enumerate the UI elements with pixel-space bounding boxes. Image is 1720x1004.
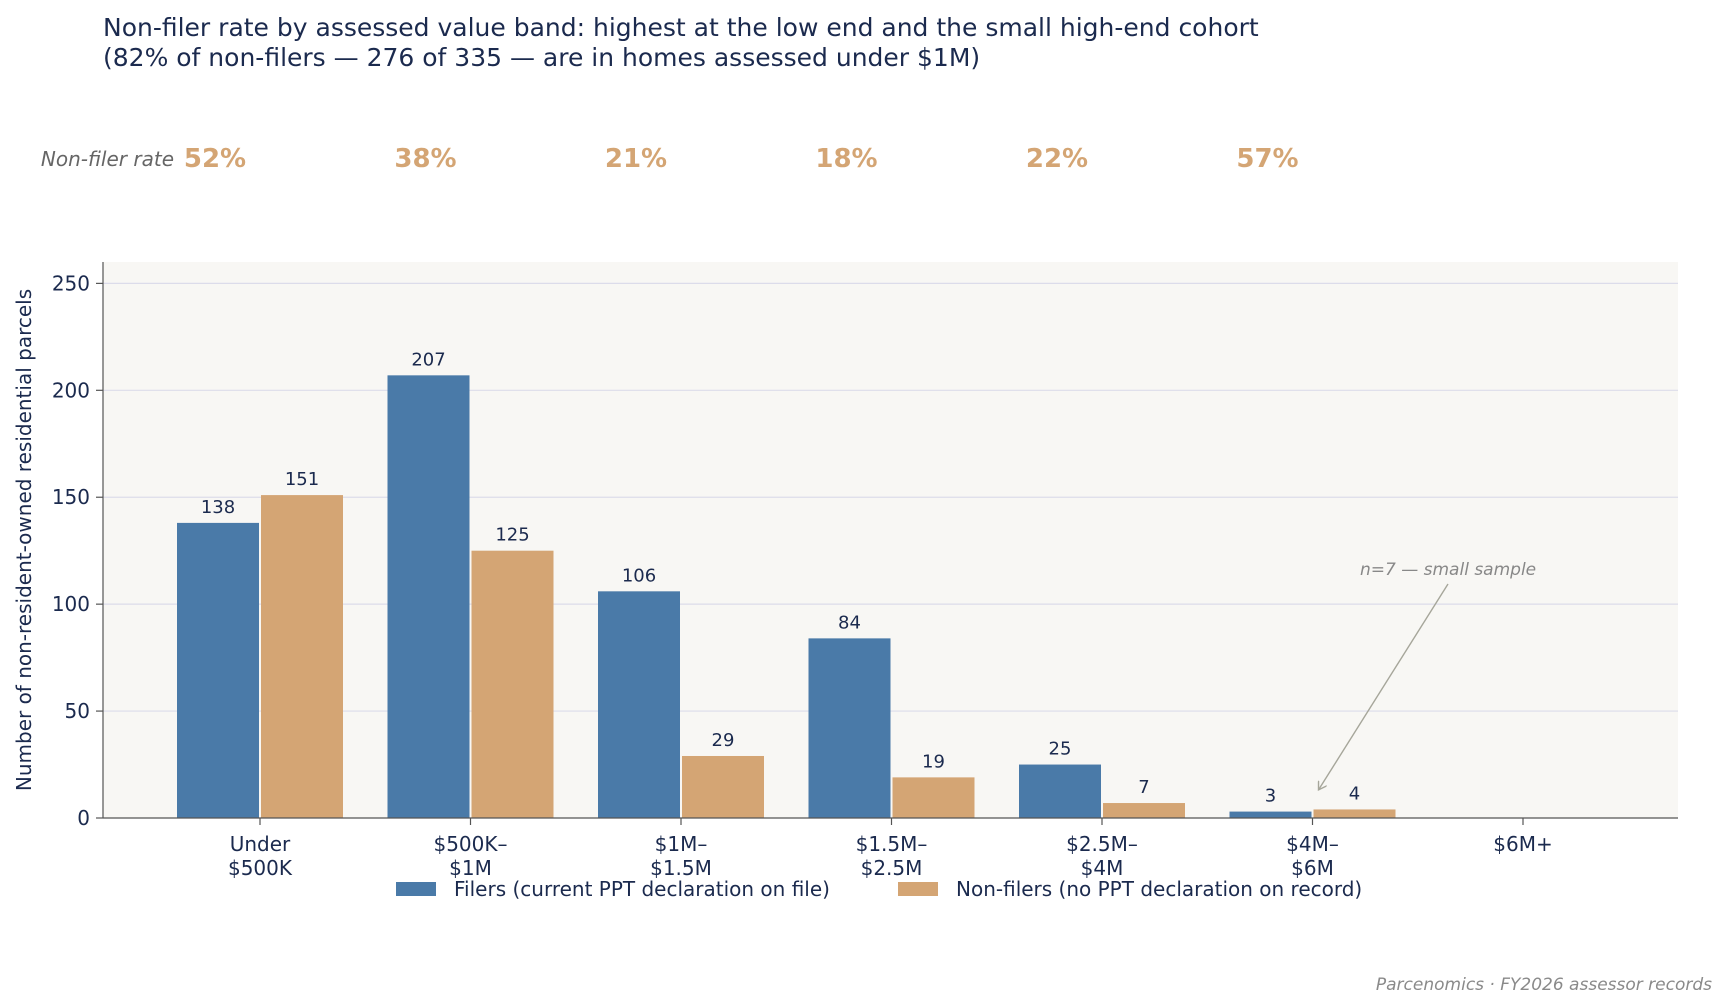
x-tick-label: $4M– $6M <box>1286 832 1339 880</box>
bar-value-label: 3 <box>1265 786 1276 807</box>
chart-title-line-1: Non-filer rate by assessed value band: h… <box>103 13 1259 42</box>
rate-row-label: Non-filer rate <box>41 147 174 171</box>
x-tick-label: $2.5M– $4M <box>1066 832 1138 880</box>
bar-value-label: 4 <box>1349 783 1360 804</box>
gridlines <box>103 282 1678 712</box>
legend-swatch-filers <box>396 882 436 896</box>
non-filer-rate-value: 21% <box>605 144 667 174</box>
bar-non-filers <box>682 755 764 818</box>
bar-filers <box>1019 764 1101 818</box>
legend-label: Non-filers (no PPT declaration on record… <box>956 877 1362 901</box>
y-tick-label: 250 <box>52 271 90 295</box>
bar-non-filers <box>261 495 343 818</box>
non-filer-rate-value: 52% <box>184 144 246 174</box>
y-tick-label: 0 <box>77 806 90 830</box>
x-tick-labels: Under $500K $500K– $1M $1M– $1.5M $1.5M– $2.5M $… <box>228 818 1553 880</box>
x-tick-label: $1M– $1.5M <box>650 832 712 880</box>
bar-value-label: 7 <box>1138 777 1149 798</box>
non-filer-rate-value: 22% <box>1026 144 1088 174</box>
bar-value-label: 25 <box>1049 739 1072 760</box>
bars <box>177 375 1396 818</box>
bar-filers <box>808 638 891 818</box>
y-tick-label: 50 <box>65 699 90 723</box>
bar-value-label: 106 <box>622 565 656 586</box>
non-filer-rate-value: 57% <box>1236 144 1298 174</box>
bar-filers <box>387 375 470 818</box>
bar-value-label: 19 <box>922 751 945 772</box>
non-filer-rate-value: 18% <box>815 144 877 174</box>
x-tick-label: Under $500K <box>228 832 293 880</box>
legend-swatch-non-filers <box>898 882 938 896</box>
bar-value-label: 207 <box>411 349 445 370</box>
y-tick-label: 200 <box>52 378 90 402</box>
non-filer-rate-value: 38% <box>394 144 456 174</box>
rate-row: 52% 38% 21% 18% 22% 57% <box>184 144 1299 174</box>
bar-value-label: 138 <box>201 497 235 518</box>
bar-non-filers <box>471 550 554 818</box>
bar-value-label: 151 <box>285 469 319 490</box>
y-tick-label: 100 <box>52 592 90 616</box>
bar-value-label: 29 <box>712 730 735 751</box>
bar-value-label: 84 <box>838 612 861 633</box>
source-note: Parcenomics · FY2026 assessor records <box>1376 975 1712 995</box>
axes <box>102 262 1678 819</box>
y-axis-title: Number of non-resident-owned residential… <box>12 289 36 791</box>
legend-label: Filers (current PPT declaration on file) <box>454 877 830 901</box>
annotation-text: n=7 — small sample <box>1360 560 1536 580</box>
bar-non-filers <box>1313 809 1396 818</box>
bar-filers <box>177 522 259 818</box>
annotation: n=7 — small sample <box>1319 560 1536 790</box>
bar-non-filers <box>892 777 975 818</box>
annotation-arrow <box>1319 583 1449 790</box>
chart-title: Non-filer rate by assessed value band: h… <box>103 13 1259 72</box>
bar-labels: 138 207 106 84 25 3 151 125 29 19 7 4 <box>201 349 1360 806</box>
x-tick-label: $1.5M– $2.5M <box>856 832 928 880</box>
x-tick-label: $6M+ <box>1493 832 1552 856</box>
bar-filers <box>1229 811 1312 818</box>
y-tick-labels: 0 50 100 150 200 250 <box>52 271 103 830</box>
bar-non-filers <box>1103 803 1185 818</box>
legend: Filers (current PPT declaration on file)… <box>396 877 1362 901</box>
x-tick-label: $500K– $1M <box>433 832 507 880</box>
chart-title-line-2: (82% of non-filers — 276 of 335 — are in… <box>103 43 980 72</box>
bar-filers <box>598 591 680 818</box>
bar-value-label: 125 <box>495 525 529 546</box>
y-tick-label: 150 <box>52 485 90 509</box>
